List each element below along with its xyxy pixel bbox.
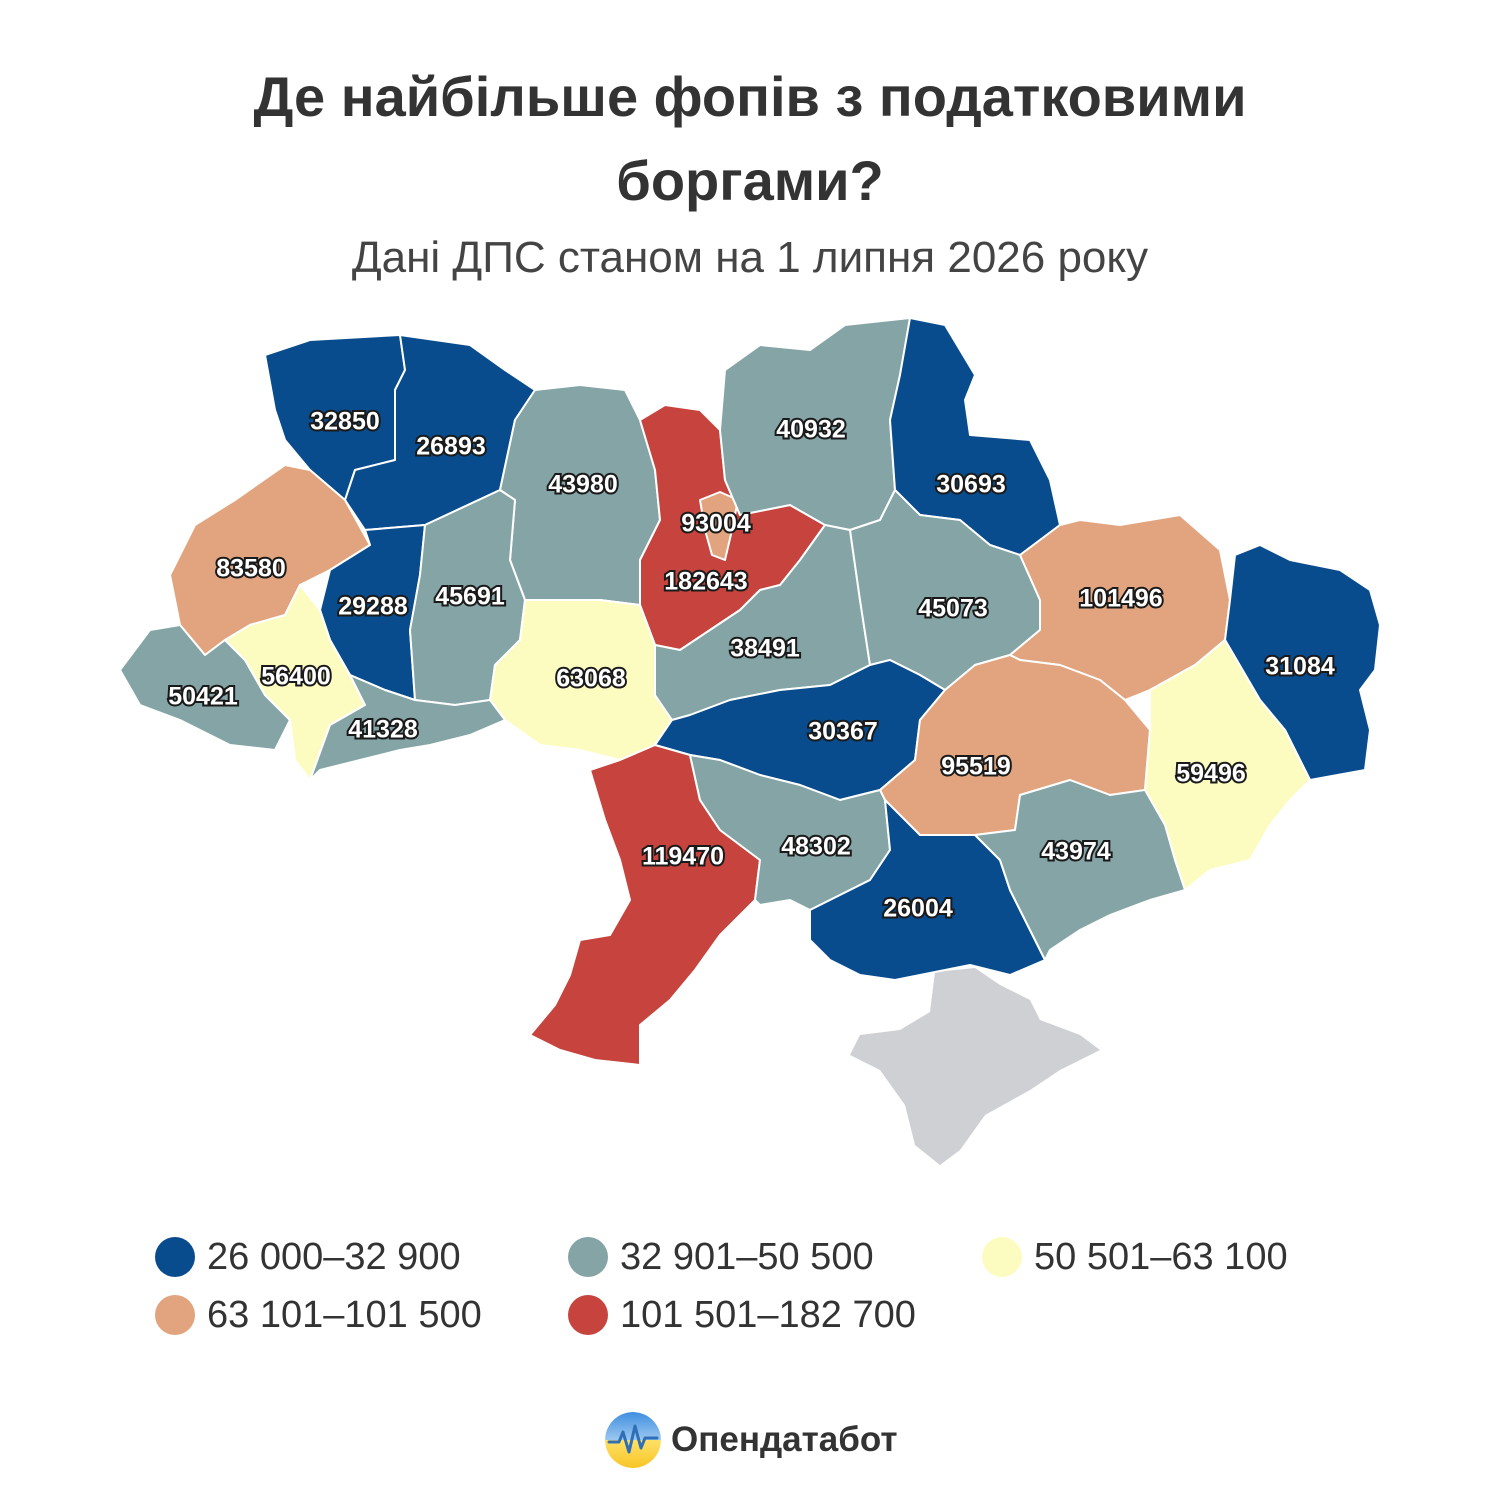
title-line-2: боргами? bbox=[616, 149, 884, 212]
opendatabot-logo: Опендатабот bbox=[605, 1412, 898, 1468]
region-label-chernihiv: 40932 bbox=[776, 416, 846, 444]
region-label-lviv: 83580 bbox=[216, 555, 286, 583]
region-label-khmelnytskyi: 45691 bbox=[435, 583, 505, 611]
regions-layer bbox=[119, 317, 1381, 1066]
labels-layer: 32850 26893 43980 182643 93004 40932 306… bbox=[166, 406, 1337, 925]
region-label-odesa: 119470 bbox=[642, 843, 724, 871]
region-label-kharkiv: 101496 bbox=[1079, 585, 1162, 613]
region-label-vinnytsia: 63068 bbox=[556, 665, 626, 693]
region-label-kyiv-city: 93004 bbox=[681, 510, 751, 538]
region-kyiv-city[interactable] bbox=[699, 491, 739, 561]
opendatabot-logo-text: Опендатабот bbox=[671, 1420, 898, 1459]
region-label-dnipropetrovsk: 95519 bbox=[941, 753, 1011, 781]
page-title: Де найбільше фопів з податковими боргами… bbox=[0, 55, 1500, 223]
title-line-1: Де найбільше фопів з податковими bbox=[253, 65, 1247, 128]
region-label-luhansk: 31084 bbox=[1265, 653, 1335, 681]
region-label-kyiv-oblast: 182643 bbox=[664, 568, 747, 596]
region-label-ivano-frankivsk: 56400 bbox=[261, 663, 331, 691]
region-crimea bbox=[850, 968, 1100, 1165]
region-label-donetsk: 59496 bbox=[1176, 760, 1246, 788]
region-label-poltava: 45073 bbox=[918, 595, 988, 623]
region-label-mykolaiv: 48302 bbox=[781, 833, 851, 861]
page-subtitle: Дані ДПС станом на 1 липня 2026 року bbox=[351, 233, 1149, 282]
region-label-sumy: 30693 bbox=[936, 471, 1006, 499]
region-label-chernivtsi: 41328 bbox=[348, 716, 418, 744]
region-label-cherkasy: 38491 bbox=[730, 635, 800, 663]
region-label-zhytomyr: 43980 bbox=[548, 471, 618, 499]
region-label-zaporizhzhia: 43974 bbox=[1041, 838, 1111, 866]
region-zaporizhzhia[interactable] bbox=[974, 779, 1186, 961]
region-chernivtsi[interactable] bbox=[309, 674, 506, 781]
region-label-ternopil: 29288 bbox=[338, 593, 408, 621]
region-label-kherson: 26004 bbox=[883, 895, 953, 923]
region-label-rivne: 26893 bbox=[416, 433, 486, 461]
region-label-volyn: 32850 bbox=[310, 408, 380, 436]
opendatabot-logo-icon bbox=[605, 1412, 661, 1468]
region-label-kirovohrad: 30367 bbox=[808, 718, 878, 746]
region-label-zakarpattia: 50421 bbox=[168, 683, 238, 711]
